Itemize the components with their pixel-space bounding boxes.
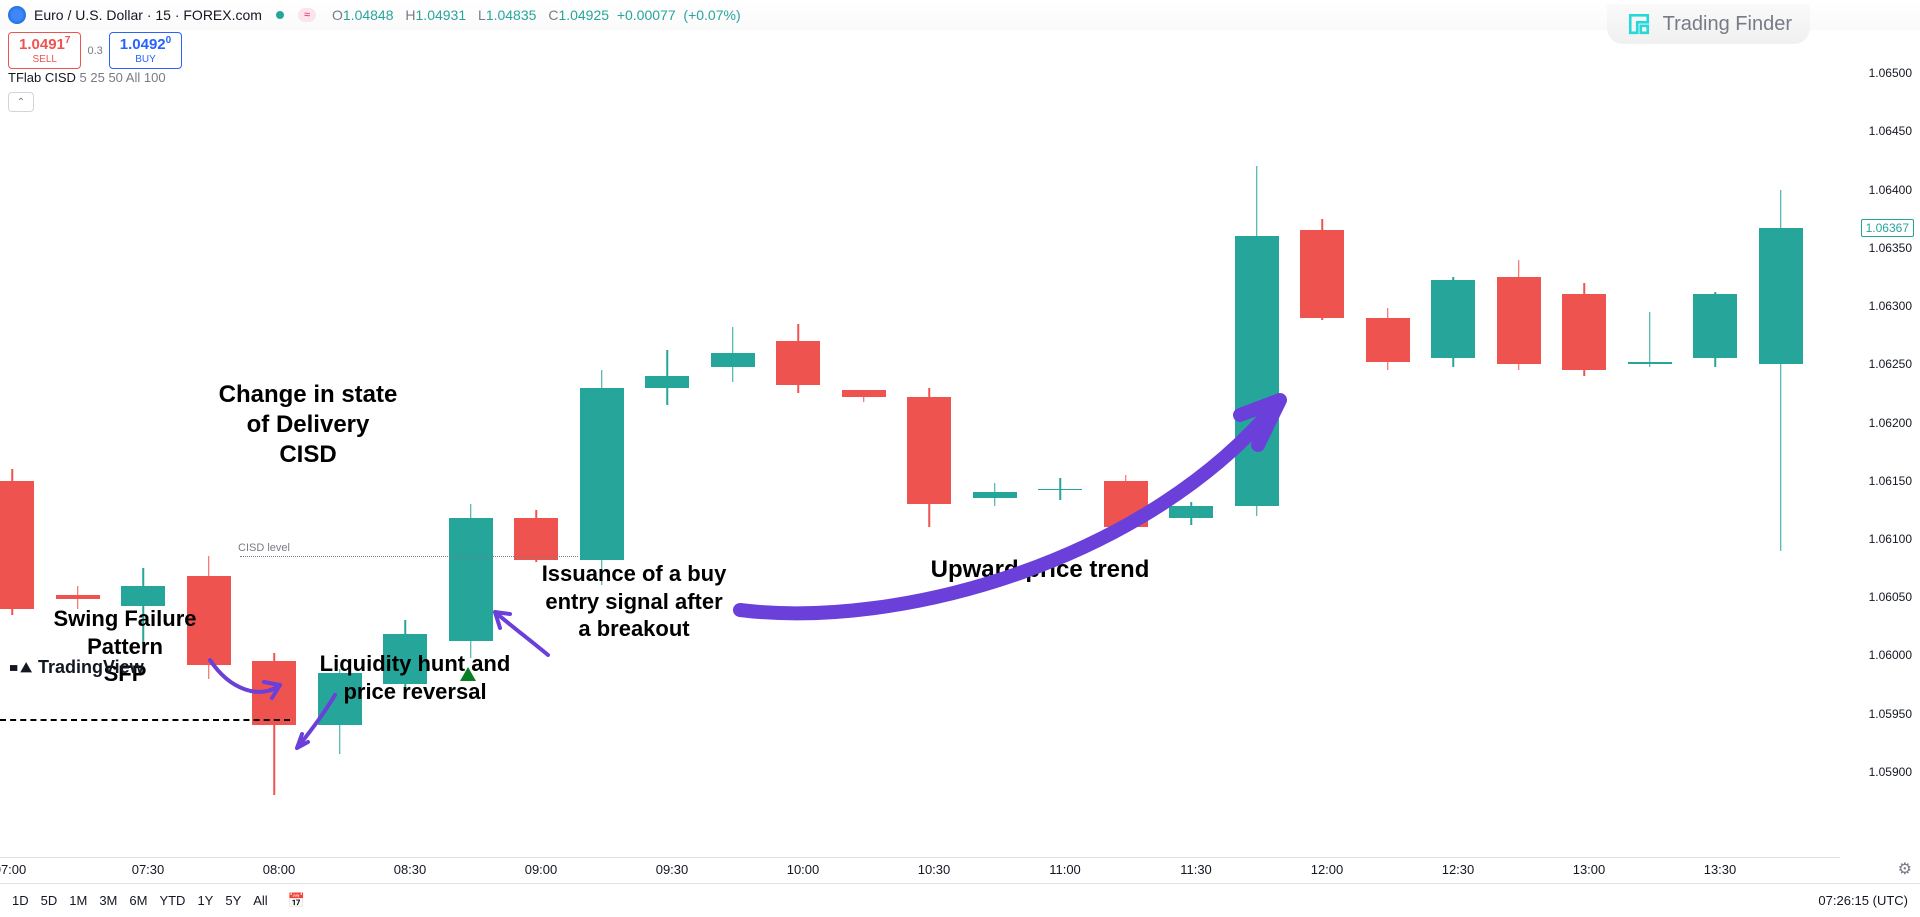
candle[interactable] [1497, 0, 1541, 857]
candle[interactable] [1431, 0, 1475, 857]
candle[interactable] [1628, 0, 1672, 857]
candle[interactable] [1104, 0, 1148, 857]
y-tick: 1.06150 [1869, 474, 1912, 488]
y-tick: 1.06400 [1869, 183, 1912, 197]
y-tick: 1.06350 [1869, 241, 1912, 255]
range-1m[interactable]: 1M [69, 893, 87, 908]
x-tick: 07:30 [132, 862, 165, 877]
range-1y[interactable]: 1Y [197, 893, 213, 908]
x-tick: 07:00 [0, 862, 26, 877]
candle[interactable] [907, 0, 951, 857]
candle[interactable] [449, 0, 493, 857]
candle[interactable] [0, 0, 34, 857]
annotation-liq: Liquidity hunt andprice reversal [320, 650, 511, 705]
axis-settings-icon[interactable]: ⚙ [1898, 859, 1912, 879]
candle[interactable] [1693, 0, 1737, 857]
footer-bar: 1D 5D 1M 3M 6M YTD 1Y 5Y All 📅 07:26:15 (UTC) [0, 883, 1920, 917]
candle[interactable] [1562, 0, 1606, 857]
candle[interactable] [580, 0, 624, 857]
x-tick: 11:00 [1049, 862, 1081, 877]
tradingview-watermark: TradingView [10, 657, 144, 678]
x-tick: 11:30 [1180, 862, 1212, 877]
y-tick: 1.06250 [1869, 357, 1912, 371]
y-tick: 1.05900 [1869, 765, 1912, 779]
y-tick: 1.05950 [1869, 707, 1912, 721]
time-axis[interactable]: 07:00 07:30 08:00 08:30 09:00 09:30 10:00 10:30… [0, 857, 1840, 883]
y-tick: 1.06100 [1869, 532, 1912, 546]
clock: 07:26:15 (UTC) [1818, 893, 1908, 908]
cisd-level-label: CISD level [238, 542, 290, 554]
candle[interactable] [514, 0, 558, 857]
x-tick: 08:30 [394, 862, 427, 877]
candle[interactable] [1300, 0, 1344, 857]
y-tick: 1.06500 [1869, 66, 1912, 80]
range-6m[interactable]: 6M [129, 893, 147, 908]
annotation-trend: Upward price trend [931, 555, 1150, 585]
range-all[interactable]: All [253, 893, 267, 908]
x-tick: 13:30 [1704, 862, 1737, 877]
calendar-icon[interactable]: 📅 [288, 892, 305, 909]
x-tick: 12:00 [1311, 862, 1344, 877]
x-tick: 13:00 [1573, 862, 1606, 877]
y-tick: 1.06300 [1869, 299, 1912, 313]
x-tick: 08:00 [263, 862, 296, 877]
last-price-tag: 1.06367 [1861, 219, 1914, 237]
price-axis[interactable]: 1.06500 1.06450 1.06400 1.06350 1.06300 1.062… [1840, 0, 1920, 857]
range-selector[interactable]: 1D 5D 1M 3M 6M YTD 1Y 5Y All 📅 [12, 892, 305, 909]
x-tick: 10:00 [787, 862, 820, 877]
candle[interactable] [1038, 0, 1082, 857]
candle[interactable] [973, 0, 1017, 857]
candle[interactable] [1366, 0, 1410, 857]
candle[interactable] [645, 0, 689, 857]
range-5y[interactable]: 5Y [225, 893, 241, 908]
annotation-buy: Issuance of a buyentry signal aftera bre… [542, 560, 727, 643]
candle[interactable] [1235, 0, 1279, 857]
range-5d[interactable]: 5D [41, 893, 58, 908]
candle[interactable] [776, 0, 820, 857]
y-tick: 1.06050 [1869, 590, 1912, 604]
y-tick: 1.06200 [1869, 416, 1912, 430]
range-ytd[interactable]: YTD [159, 893, 185, 908]
range-1d[interactable]: 1D [12, 893, 29, 908]
candle[interactable] [121, 0, 165, 857]
candle[interactable] [1759, 0, 1803, 857]
y-tick: 1.06450 [1869, 124, 1912, 138]
x-tick: 10:30 [918, 862, 951, 877]
candle[interactable] [56, 0, 100, 857]
range-3m[interactable]: 3M [99, 893, 117, 908]
x-tick: 09:00 [525, 862, 558, 877]
candle[interactable] [1169, 0, 1213, 857]
candle[interactable] [711, 0, 755, 857]
y-tick: 1.06000 [1869, 648, 1912, 662]
chart-canvas[interactable]: CISD level Change in stateof DeliveryCISD… [0, 0, 1840, 857]
x-tick: 09:30 [656, 862, 689, 877]
sfp-level-line [0, 719, 290, 721]
cisd-level-line [240, 556, 578, 557]
x-tick: 12:30 [1442, 862, 1475, 877]
candle[interactable] [842, 0, 886, 857]
annotation-cisd: Change in stateof DeliveryCISD [219, 380, 398, 470]
